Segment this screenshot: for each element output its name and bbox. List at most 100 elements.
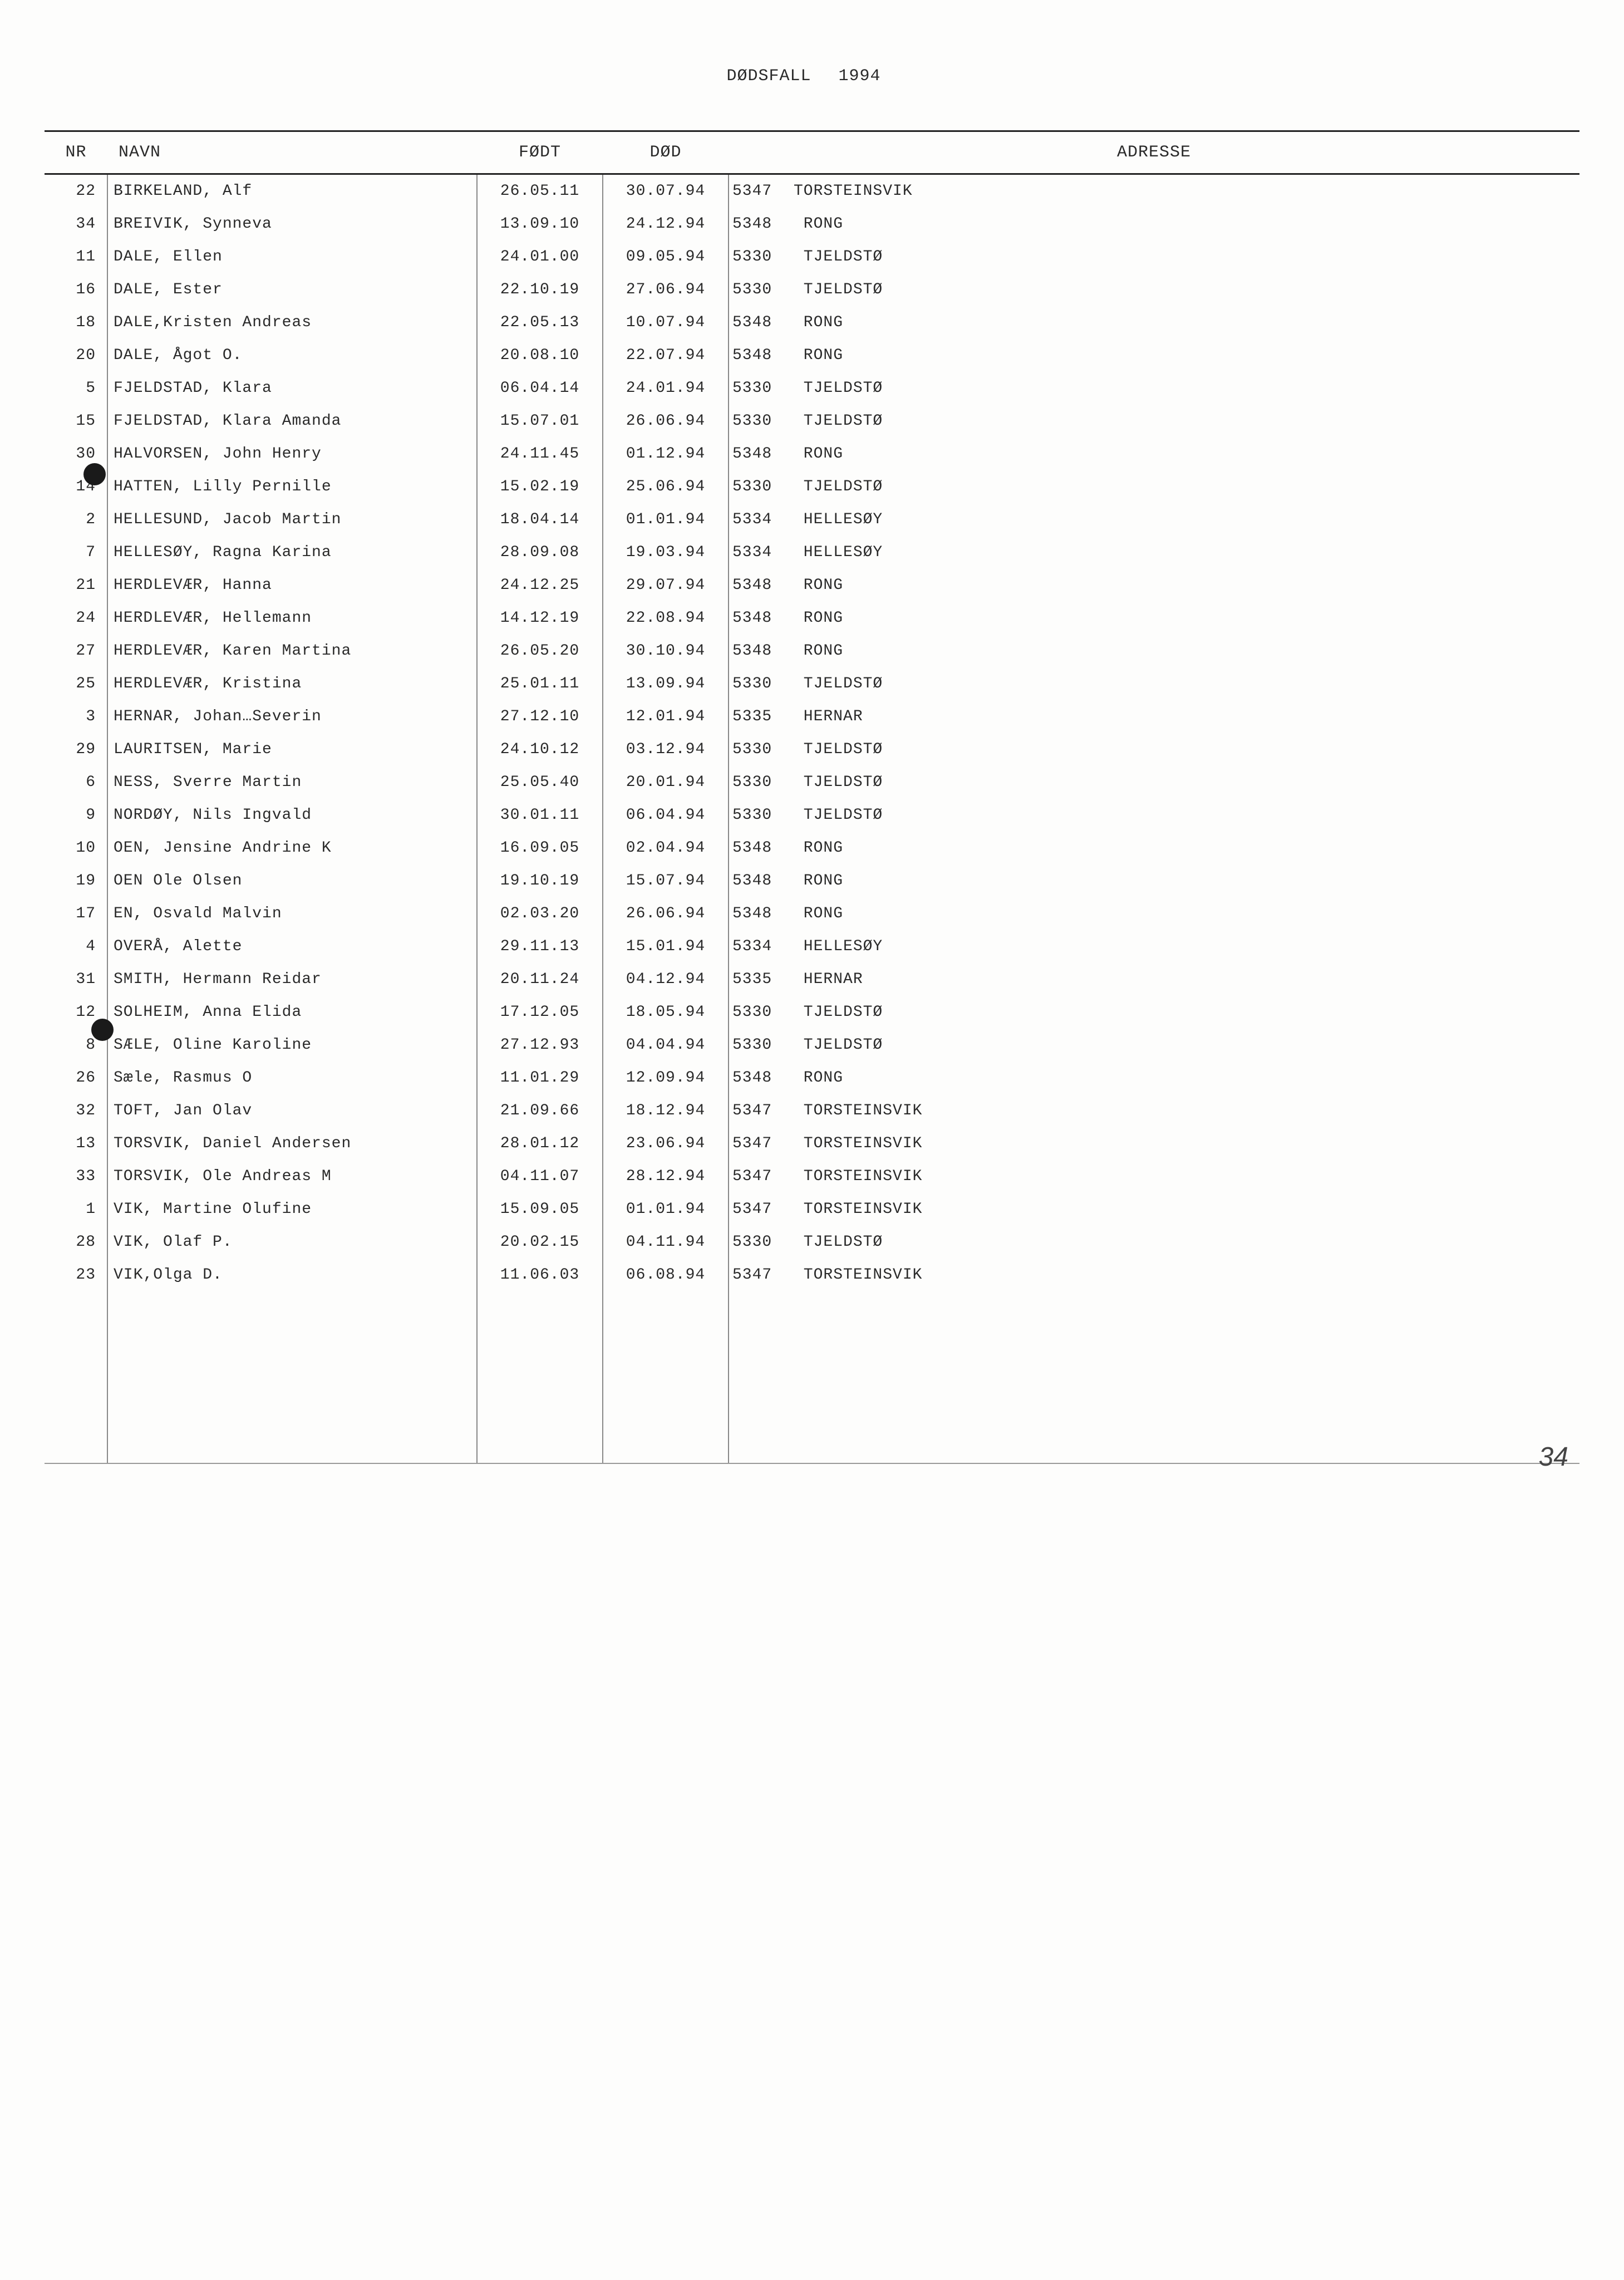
cell-nr: 32	[45, 1094, 107, 1127]
cell-nr: 21	[45, 569, 107, 602]
cell-fodt: 16.09.05	[477, 832, 603, 864]
cell-dod: 25.06.94	[603, 470, 729, 503]
cell-navn: EN, Osvald Malvin	[107, 897, 477, 930]
cell-nr: 29	[45, 733, 107, 766]
cell-adresse: 5330 TJELDSTØ	[729, 799, 1579, 832]
table-row: 27HERDLEVÆR, Karen Martina26.05.2030.10.…	[45, 635, 1579, 667]
cell-adresse: 5334 HELLESØY	[729, 536, 1579, 569]
cell-nr: 22	[45, 174, 107, 208]
col-navn: NAVN	[107, 131, 477, 174]
cell-fodt: 02.03.20	[477, 897, 603, 930]
cell-navn: BIRKELAND, Alf	[107, 174, 477, 208]
cell-navn: NESS, Sverre Martin	[107, 766, 477, 799]
cell-nr: 6	[45, 766, 107, 799]
cell-adresse: 5330 TJELDSTØ	[729, 273, 1579, 306]
cell-adresse: 5330 TJELDSTØ	[729, 240, 1579, 273]
cell-dod: 30.10.94	[603, 635, 729, 667]
table-row: 25HERDLEVÆR, Kristina25.01.1113.09.94533…	[45, 667, 1579, 700]
cell-navn: SOLHEIM, Anna Elida	[107, 996, 477, 1029]
cell-nr: 26	[45, 1062, 107, 1094]
cell-nr: 13	[45, 1127, 107, 1160]
cell-nr: 33	[45, 1160, 107, 1193]
cell-fodt: 18.04.14	[477, 503, 603, 536]
spacer-row	[45, 1291, 1579, 1463]
table-row: 19OEN Ole Olsen19.10.1915.07.945348 RONG	[45, 864, 1579, 897]
cell-fodt: 15.09.05	[477, 1193, 603, 1226]
cell-adresse: 5335 HERNAR	[729, 963, 1579, 996]
cell-adresse: 5330 TJELDSTØ	[729, 1226, 1579, 1259]
cell-dod: 01.01.94	[603, 503, 729, 536]
cell-adresse: 5347 TORSTEINSVIK	[729, 1094, 1579, 1127]
cell-fodt: 27.12.10	[477, 700, 603, 733]
cell-dod: 30.07.94	[603, 174, 729, 208]
cell-nr: 11	[45, 240, 107, 273]
cell-dod: 23.06.94	[603, 1127, 729, 1160]
cell-dod: 01.01.94	[603, 1193, 729, 1226]
table-row: 29LAURITSEN, Marie24.10.1203.12.945330 T…	[45, 733, 1579, 766]
cell-navn: HERDLEVÆR, Kristina	[107, 667, 477, 700]
title-year: 1994	[839, 67, 881, 86]
cell-fodt: 11.06.03	[477, 1259, 603, 1291]
cell-nr: 23	[45, 1259, 107, 1291]
col-fodt: FØDT	[477, 131, 603, 174]
cell-fodt: 24.10.12	[477, 733, 603, 766]
cell-navn: HELLESUND, Jacob Martin	[107, 503, 477, 536]
table-row: 12SOLHEIM, Anna Elida17.12.0518.05.94533…	[45, 996, 1579, 1029]
cell-dod: 12.01.94	[603, 700, 729, 733]
cell-adresse: 5348 RONG	[729, 306, 1579, 339]
cell-dod: 26.06.94	[603, 897, 729, 930]
header-row: NR NAVN FØDT DØD ADRESSE	[45, 131, 1579, 174]
cell-fodt: 22.05.13	[477, 306, 603, 339]
cell-navn: HALVORSEN, John Henry	[107, 438, 477, 470]
cell-navn: VIK, Martine Olufine	[107, 1193, 477, 1226]
table-row: 5FJELDSTAD, Klara06.04.1424.01.945330 TJ…	[45, 372, 1579, 405]
cell-nr: 28	[45, 1226, 107, 1259]
cell-nr: 34	[45, 208, 107, 240]
cell-navn: NORDØY, Nils Ingvald	[107, 799, 477, 832]
col-dod: DØD	[603, 131, 729, 174]
table-row: 24HERDLEVÆR, Hellemann14.12.1922.08.9453…	[45, 602, 1579, 635]
cell-nr: 18	[45, 306, 107, 339]
table-row: 18DALE,Kristen Andreas22.05.1310.07.9453…	[45, 306, 1579, 339]
cell-fodt: 21.09.66	[477, 1094, 603, 1127]
cell-navn: VIK, Olaf P.	[107, 1226, 477, 1259]
cell-dod: 24.12.94	[603, 208, 729, 240]
cell-adresse: 5348 RONG	[729, 569, 1579, 602]
table-row: 17 EN, Osvald Malvin02.03.2026.06.945348…	[45, 897, 1579, 930]
table-row: 31SMITH, Hermann Reidar20.11.2404.12.945…	[45, 963, 1579, 996]
table-row: 33TORSVIK, Ole Andreas M04.11.0728.12.94…	[45, 1160, 1579, 1193]
cell-adresse: 5347TORSTEINSVIK	[729, 174, 1579, 208]
cell-navn: DALE, Ester	[107, 273, 477, 306]
punch-hole-mark	[91, 1019, 114, 1041]
cell-adresse: 5347 TORSTEINSVIK	[729, 1259, 1579, 1291]
cell-dod: 20.01.94	[603, 766, 729, 799]
cell-fodt: 15.07.01	[477, 405, 603, 438]
table-row: 4OVERÅ, Alette29.11.1315.01.945334 HELLE…	[45, 930, 1579, 963]
table-row: 16DALE, Ester22.10.1927.06.945330 TJELDS…	[45, 273, 1579, 306]
cell-adresse: 5347 TORSTEINSVIK	[729, 1127, 1579, 1160]
punch-hole-mark	[83, 463, 106, 485]
cell-adresse: 5348 RONG	[729, 1062, 1579, 1094]
cell-navn: Sæle, Rasmus O	[107, 1062, 477, 1094]
cell-fodt: 24.11.45	[477, 438, 603, 470]
cell-dod: 18.05.94	[603, 996, 729, 1029]
cell-adresse: 5334 HELLESØY	[729, 930, 1579, 963]
table-row: 22BIRKELAND, Alf26.05.1130.07.945347TORS…	[45, 174, 1579, 208]
cell-dod: 03.12.94	[603, 733, 729, 766]
cell-navn: DALE,Kristen Andreas	[107, 306, 477, 339]
cell-fodt: 24.01.00	[477, 240, 603, 273]
cell-fodt: 20.11.24	[477, 963, 603, 996]
cell-nr: 25	[45, 667, 107, 700]
cell-fodt: 26.05.11	[477, 174, 603, 208]
cell-nr: 15	[45, 405, 107, 438]
cell-adresse: 5334 HELLESØY	[729, 503, 1579, 536]
cell-adresse: 5330 TJELDSTØ	[729, 733, 1579, 766]
cell-adresse: 5330 TJELDSTØ	[729, 996, 1579, 1029]
cell-nr: 20	[45, 339, 107, 372]
cell-dod: 01.12.94	[603, 438, 729, 470]
table-row: 9NORDØY, Nils Ingvald30.01.1106.04.94533…	[45, 799, 1579, 832]
cell-dod: 18.12.94	[603, 1094, 729, 1127]
cell-fodt: 26.05.20	[477, 635, 603, 667]
cell-dod: 09.05.94	[603, 240, 729, 273]
cell-adresse: 5348 RONG	[729, 864, 1579, 897]
